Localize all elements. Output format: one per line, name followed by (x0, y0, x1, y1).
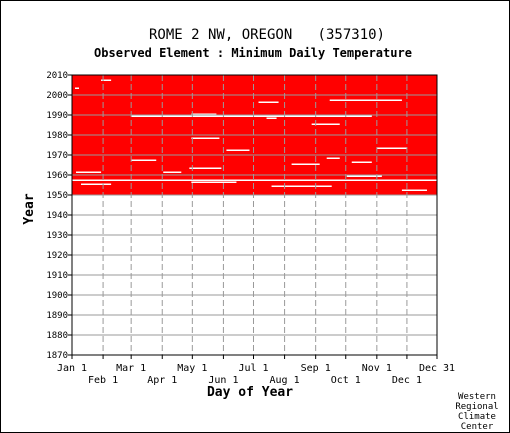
x-tick-label: Jun 1 (208, 375, 238, 386)
credit-block: Western Regional Climate Center (455, 392, 498, 432)
missing-data-segment (258, 101, 279, 103)
y-tick-label: 1960 (46, 171, 68, 181)
y-tick-label: 1920 (46, 251, 68, 261)
missing-data-segment (163, 171, 182, 173)
missing-data-segment (271, 185, 332, 187)
missing-data-segment (191, 113, 217, 115)
missing-data-segment (131, 115, 372, 117)
y-tick-label: 1890 (46, 311, 68, 321)
y-axis-label: Year (22, 193, 37, 224)
missing-data-segment (376, 147, 407, 149)
x-tick-label: Oct 1 (331, 375, 361, 386)
missing-data-segment (291, 163, 320, 165)
y-tick-label: 1870 (46, 351, 68, 361)
y-axis: 1870 1880 1890 1900 1910 1920 1930 1940 1950 1960… (46, 71, 72, 361)
missing-data-segment (266, 117, 277, 119)
x-tick-label: Jan 1 (57, 363, 87, 374)
missing-data-segment (329, 99, 402, 101)
missing-data-segment (311, 123, 340, 125)
missing-data-segment (346, 175, 382, 177)
y-tick-label: 1880 (46, 331, 68, 341)
chart-subtitle: Observed Element : Minimum Daily Tempera… (94, 46, 412, 60)
y-tick-label: 1910 (46, 271, 68, 281)
missing-data-segment (351, 161, 372, 163)
y-tick-label: 1990 (46, 111, 68, 121)
x-tick-label: Apr 1 (147, 375, 177, 386)
credit-line: Center (461, 422, 494, 432)
y-tick-label: 2000 (46, 91, 68, 101)
x-tick-label: Aug 1 (270, 375, 300, 386)
missing-data-segment (401, 189, 427, 191)
x-axis-label: Day of Year (207, 385, 293, 400)
x-tick-label: Jul 1 (238, 363, 268, 374)
y-tick-label: 2010 (46, 71, 68, 81)
missing-data-segment (76, 171, 102, 173)
credit-line: Western (458, 392, 496, 402)
x-tick-label: Dec 31 (419, 363, 455, 374)
y-tick-label: 1950 (46, 191, 68, 201)
x-tick-label: Mar 1 (116, 363, 146, 374)
missing-data-segment (81, 183, 112, 185)
missing-data-segment (75, 87, 80, 89)
missing-data-segment (191, 137, 220, 139)
x-tick-label: Nov 1 (362, 363, 392, 374)
y-tick-label: 1980 (46, 131, 68, 141)
y-tick-label: 1940 (46, 211, 68, 221)
missing-data-segment (191, 181, 237, 183)
chart-title: ROME 2 NW, OREGON (357310) (149, 27, 385, 43)
x-tick-label: May 1 (177, 363, 207, 374)
y-tick-label: 1900 (46, 291, 68, 301)
missing-data-segment (101, 79, 112, 81)
missing-data-segment (189, 167, 222, 169)
x-tick-label: Feb 1 (88, 375, 118, 386)
credit-line: Regional (455, 402, 498, 412)
missing-data-segment (131, 159, 157, 161)
x-tick-label: Dec 1 (392, 375, 422, 386)
y-tick-label: 1970 (46, 151, 68, 161)
x-tick-label: Sep 1 (301, 363, 331, 374)
missing-data-segment (72, 179, 437, 181)
y-tick-label: 1930 (46, 231, 68, 241)
missing-data-segment (326, 157, 340, 159)
missing-data-segment (226, 149, 250, 151)
missing-data-layer (72, 79, 437, 191)
credit-line: Climate (458, 412, 496, 422)
